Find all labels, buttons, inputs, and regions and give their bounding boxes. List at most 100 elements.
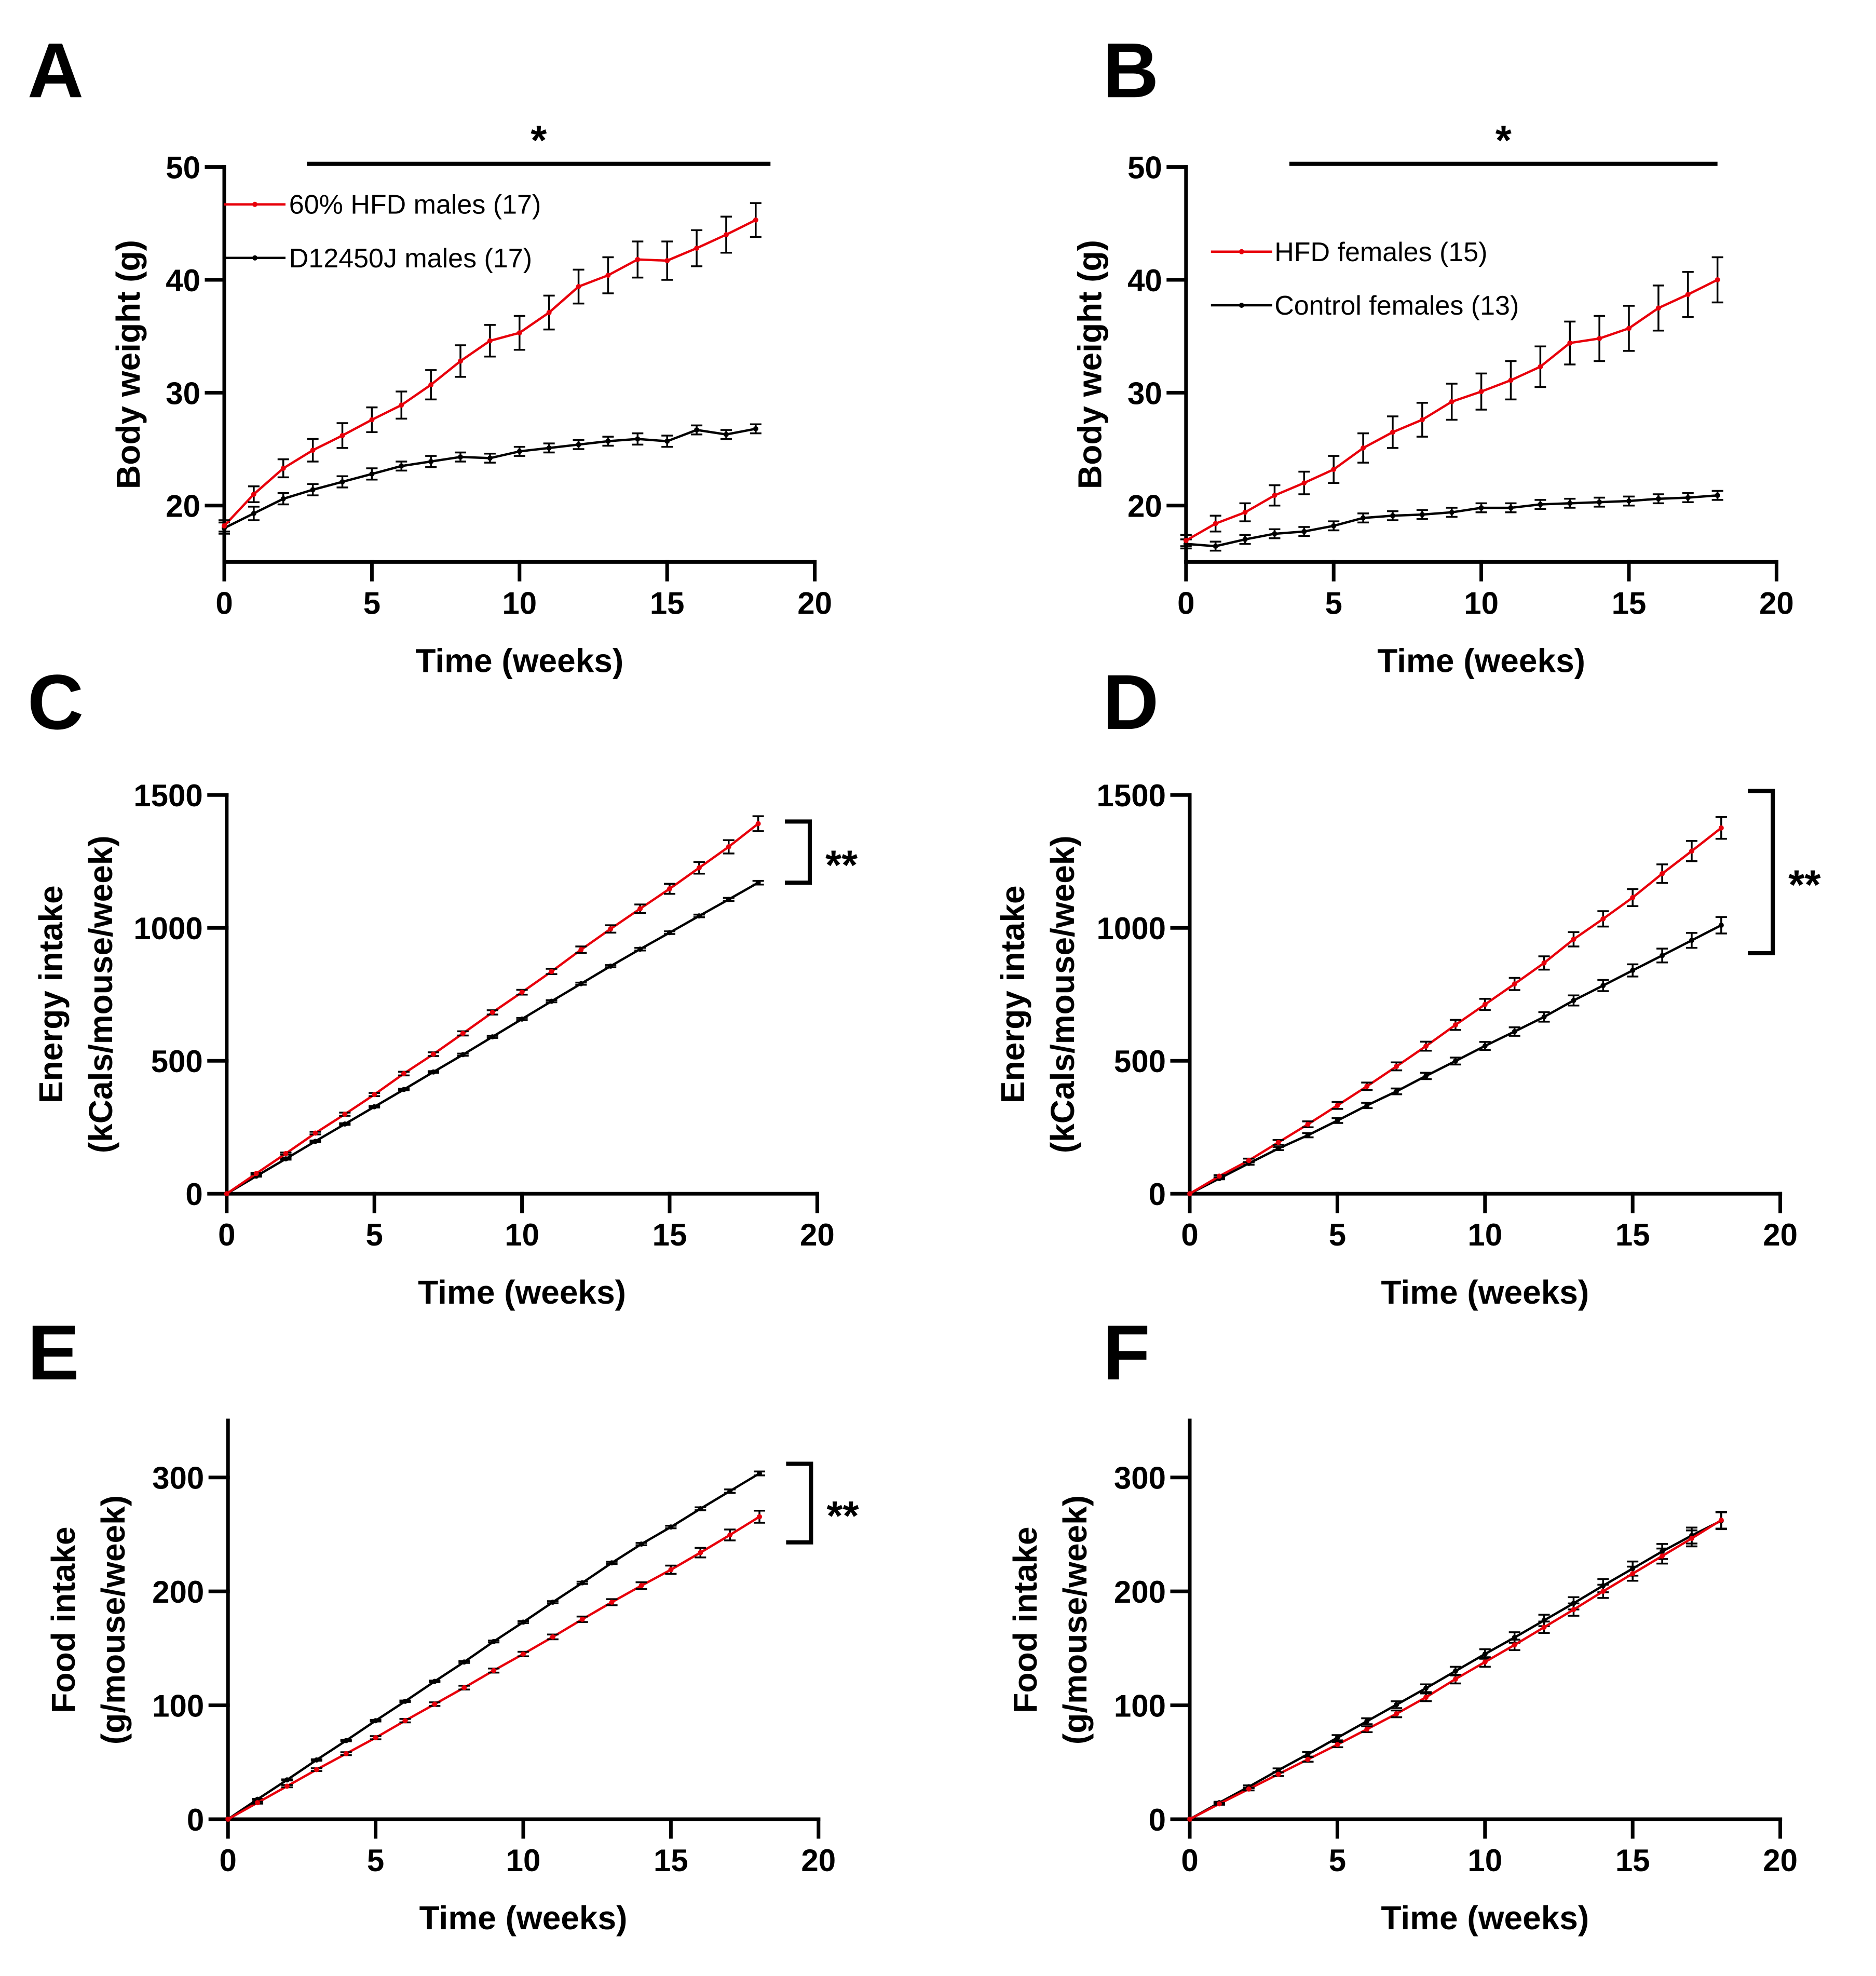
legend-marker: [252, 255, 257, 261]
data-point: [1331, 467, 1337, 472]
data-point: [1567, 500, 1573, 506]
y-axis-title: Body weight (g): [1071, 240, 1109, 489]
significance-label: **: [825, 842, 858, 888]
data-point: [1571, 997, 1576, 1003]
x-tick-label: 0: [1181, 1217, 1198, 1252]
legend-marker: [252, 201, 257, 207]
x-tick-label: 5: [367, 1843, 384, 1878]
data-point: [1187, 1817, 1192, 1822]
data-point: [696, 865, 702, 871]
data-point: [576, 284, 581, 290]
panel-letter-e: E: [28, 1309, 79, 1396]
data-point: [1187, 1191, 1192, 1197]
data-point: [1685, 292, 1691, 297]
data-point: [369, 471, 375, 477]
data-point: [487, 455, 493, 461]
data-point: [1482, 1659, 1488, 1665]
x-tick-label: 0: [1181, 1843, 1198, 1878]
data-point: [401, 1071, 407, 1076]
series-control: [225, 1470, 766, 1822]
data-point: [430, 1069, 436, 1075]
data-point: [1512, 1028, 1517, 1034]
series-line: [1189, 827, 1722, 1195]
data-point: [1538, 502, 1543, 507]
data-point: [428, 382, 434, 388]
data-point: [460, 1031, 466, 1036]
x-tick-label: 10: [1467, 1217, 1502, 1252]
data-point: [1508, 505, 1514, 511]
significance-bracket: [786, 1461, 813, 1545]
series-hfd: [219, 202, 762, 533]
data-point: [1390, 513, 1395, 519]
data-point: [1301, 529, 1307, 534]
data-point: [1335, 1742, 1340, 1748]
x-axis-title: Time (weeks): [1381, 1274, 1589, 1311]
data-point: [1626, 498, 1632, 504]
y-tick-label: 500: [151, 1044, 203, 1079]
y-axis-title: Energy intake: [994, 885, 1031, 1103]
y-tick-label: 500: [1114, 1044, 1166, 1079]
x-tick-label: 10: [1467, 1843, 1502, 1878]
data-point: [550, 1634, 555, 1640]
y-tick-label: 0: [185, 1177, 202, 1212]
data-point: [284, 1777, 290, 1783]
panel-letter-c: C: [28, 658, 84, 746]
data-point: [1246, 1786, 1252, 1792]
x-tick-label: 15: [1615, 1843, 1650, 1878]
x-axis-title: Time (weeks): [419, 1899, 628, 1937]
y-tick-label: 0: [1149, 1177, 1166, 1212]
data-point: [1689, 1536, 1694, 1541]
series-line: [1186, 494, 1718, 548]
significance-bracket: [1748, 789, 1775, 955]
significance-label: **: [826, 1493, 859, 1539]
legend-label: Control females (13): [1274, 291, 1519, 321]
x-tick-label: 10: [1464, 586, 1499, 620]
y-tick-label: 100: [1114, 1689, 1166, 1724]
y-tick-label: 50: [1127, 151, 1162, 185]
data-point: [1600, 1589, 1606, 1594]
data-point: [549, 969, 554, 975]
data-point: [637, 906, 643, 912]
data-point: [664, 438, 670, 444]
x-tick-label: 0: [218, 1217, 235, 1252]
data-point: [310, 448, 316, 453]
x-tick-label: 10: [505, 1217, 539, 1252]
data-point: [1335, 1103, 1340, 1108]
data-point: [1600, 983, 1606, 989]
significance-label: **: [1788, 862, 1821, 908]
data-point: [461, 1659, 467, 1665]
data-point: [576, 442, 581, 448]
y-axis-title-units: (g/mouse/week): [94, 1495, 132, 1744]
y-tick-label: 50: [166, 151, 200, 185]
series-hfd: [1187, 1511, 1727, 1822]
data-point: [1394, 1063, 1399, 1069]
x-tick-label: 20: [1759, 586, 1794, 620]
panel-letter-b: B: [1103, 26, 1159, 114]
data-point: [224, 1191, 229, 1197]
x-tick-label: 5: [1325, 586, 1342, 620]
data-point: [1305, 1756, 1311, 1762]
data-point: [1423, 1695, 1429, 1700]
data-point: [1655, 305, 1661, 311]
x-tick-label: 20: [797, 586, 832, 620]
x-tick-label: 10: [502, 586, 537, 620]
data-point: [1630, 895, 1636, 900]
data-point: [280, 496, 286, 502]
data-point: [1541, 960, 1547, 966]
data-point: [668, 1567, 674, 1573]
data-point: [461, 1685, 467, 1690]
series-line: [227, 1472, 760, 1820]
series-control: [219, 423, 762, 535]
x-tick-label: 15: [1615, 1217, 1650, 1252]
y-tick-label: 20: [1127, 489, 1162, 524]
data-point: [1364, 1084, 1370, 1089]
series-hfd: [1180, 256, 1723, 547]
data-point: [1419, 512, 1425, 518]
data-point: [1449, 509, 1454, 515]
data-point: [668, 1524, 674, 1530]
data-point: [698, 1506, 703, 1512]
x-tick-label: 15: [652, 1217, 687, 1252]
panel-d: D 0 5 10 15 20 0 500 1000 1500 Time (weeks) Energy …: [994, 658, 1821, 1311]
data-point: [1660, 871, 1665, 876]
